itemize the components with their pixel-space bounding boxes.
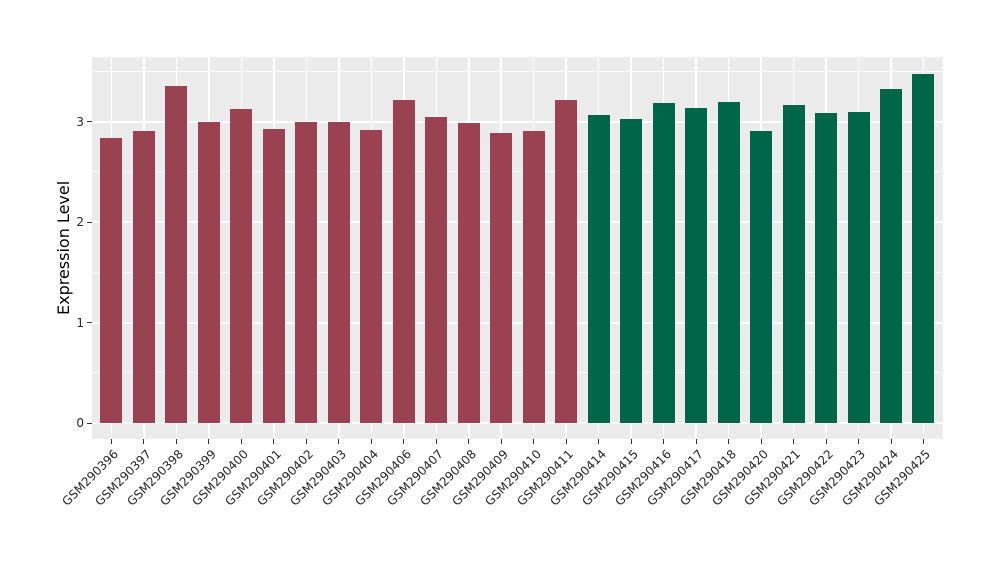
bar: [815, 113, 838, 423]
y-tick-label: 1: [76, 315, 84, 330]
bar: [392, 100, 415, 423]
y-tick-label: 0: [76, 416, 84, 430]
bar: [555, 100, 578, 423]
x-tick-mark: [240, 439, 242, 444]
x-tick-mark: [565, 439, 567, 444]
bar: [522, 130, 545, 423]
x-tick-mark: [110, 439, 112, 444]
bar: [295, 121, 318, 423]
x-tick-mark: [305, 439, 307, 444]
bar: [620, 118, 643, 423]
x-tick-mark: [435, 439, 437, 444]
plot-panel: [92, 57, 943, 439]
bar: [230, 109, 253, 423]
x-tick-mark: [663, 439, 665, 444]
y-tick-label: 2: [76, 215, 84, 229]
minor-gridline: [92, 70, 943, 72]
x-tick-mark: [630, 439, 632, 444]
bar: [880, 89, 902, 423]
x-tick-mark: [273, 439, 275, 444]
bar: [587, 115, 610, 423]
y-tick-label: 3: [76, 114, 84, 129]
bar: [847, 112, 870, 423]
x-tick-mark: [922, 439, 924, 444]
bar: [782, 105, 805, 423]
bar: [912, 74, 935, 423]
major-gridline: [92, 422, 943, 424]
minor-gridline: [92, 271, 943, 273]
x-tick-mark: [175, 439, 177, 444]
bar: [262, 128, 285, 423]
x-tick-mark: [793, 439, 795, 444]
x-tick-mark: [403, 439, 405, 444]
x-tick-mark: [468, 439, 470, 444]
y-tick-mark: [87, 322, 92, 323]
bar: [197, 121, 220, 423]
x-tick-mark: [500, 439, 502, 444]
x-tick-mark: [338, 439, 340, 444]
bar: [717, 102, 740, 423]
major-gridline: [92, 221, 943, 223]
x-tick-mark: [858, 439, 860, 444]
bar: [490, 132, 513, 423]
major-gridline: [92, 120, 943, 123]
x-tick-mark: [370, 439, 372, 444]
bar: [100, 137, 123, 423]
bar: [360, 129, 383, 423]
x-tick-mark: [728, 439, 730, 444]
x-tick-mark: [760, 439, 762, 444]
x-tick-mark: [208, 439, 210, 444]
x-tick-mark: [695, 439, 697, 444]
x-tick-mark: [598, 439, 600, 444]
bar: [425, 117, 448, 423]
bar: [652, 103, 675, 423]
bar: [327, 121, 350, 423]
y-tick-mark: [87, 221, 92, 223]
minor-gridline: [92, 171, 943, 173]
y-tick-mark: [87, 422, 92, 424]
minor-gridline: [92, 372, 943, 374]
bar: [457, 122, 480, 423]
bar: [750, 130, 773, 423]
bar: [685, 108, 708, 423]
major-gridline: [92, 321, 943, 324]
bar: [132, 130, 155, 423]
x-tick-mark: [533, 439, 535, 444]
bar: [165, 86, 188, 423]
x-tick-mark: [825, 439, 827, 444]
x-tick-mark: [143, 439, 145, 444]
x-tick-mark: [890, 439, 892, 444]
y-tick-mark: [87, 121, 92, 122]
